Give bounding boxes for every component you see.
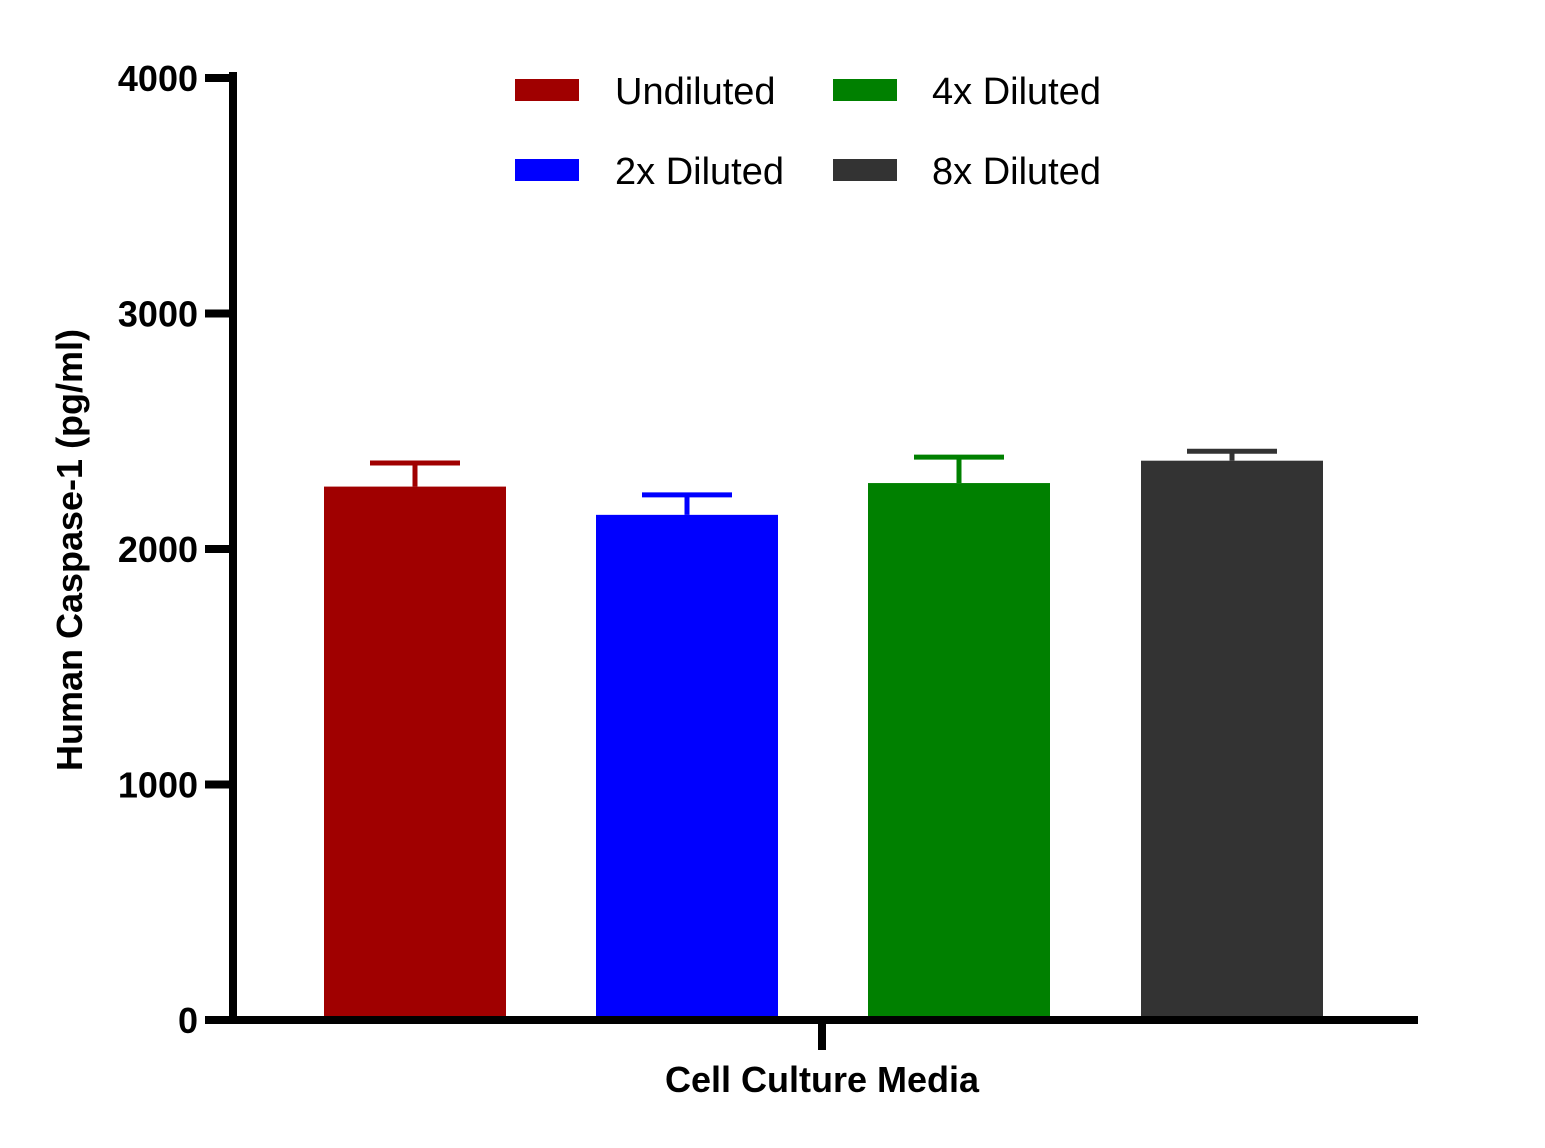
legend-label-2x-diluted: 2x Diluted <box>615 151 784 193</box>
legend-label-8x-diluted: 8x Diluted <box>932 151 1101 193</box>
bar-8x-diluted <box>1141 460 1323 1020</box>
y-ticks: 0 1000 2000 3000 4000 <box>118 58 233 1041</box>
y-tick-label: 3000 <box>118 294 198 335</box>
y-axis-title: Human Caspase-1 (pg/ml) <box>49 329 90 771</box>
y-tick-label: 1000 <box>118 765 198 806</box>
y-tick-label: 4000 <box>118 58 198 99</box>
bar-4x-diluted <box>868 483 1050 1020</box>
bar-2x-diluted <box>596 514 778 1020</box>
legend-swatch-undiluted <box>515 79 579 101</box>
bars-layer <box>324 448 1323 1020</box>
legend-swatch-8x-diluted <box>833 159 897 181</box>
y-tick-label: 0 <box>178 1000 198 1041</box>
legend-label-undiluted: Undiluted <box>615 71 776 113</box>
bar-undiluted <box>324 486 506 1020</box>
legend: Undiluted 2x Diluted 4x Diluted 8x Diluted <box>515 71 1101 193</box>
legend-swatch-4x-diluted <box>833 79 897 101</box>
y-tick-label: 2000 <box>118 529 198 570</box>
legend-label-4x-diluted: 4x Diluted <box>932 71 1101 113</box>
legend-swatch-2x-diluted <box>515 159 579 181</box>
x-axis-title: Cell Culture Media <box>665 1059 980 1100</box>
